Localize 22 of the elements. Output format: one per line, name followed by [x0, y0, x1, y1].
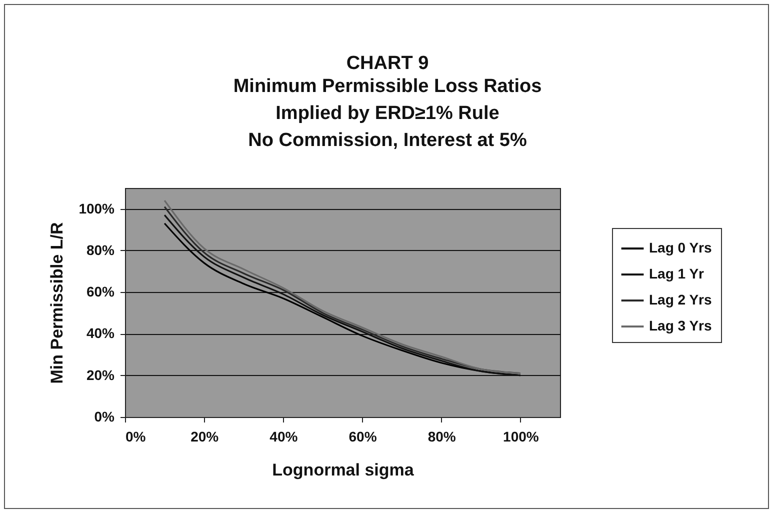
- y-tick-label: 40%: [86, 325, 116, 342]
- legend-label: Lag 3 Yrs: [649, 318, 712, 334]
- x-tick-label: 0%: [126, 428, 146, 444]
- text: Implied by ERD≥1% Rule: [276, 103, 500, 124]
- y-tick-label: 0%: [94, 408, 116, 424]
- x-tick-label: 80%: [428, 428, 456, 444]
- legend-label: Lag 0 Yrs: [649, 240, 712, 256]
- legend-label: Lag 1 Yr: [649, 266, 705, 282]
- x-tick-label: 100%: [503, 428, 540, 444]
- x-tick-label: 20%: [190, 428, 220, 444]
- chart-title: CHART 9: [346, 53, 429, 74]
- y-tick-label: 20%: [86, 366, 116, 383]
- x-axis-title: Lognormal sigma: [272, 460, 414, 480]
- x-tick-label: 40%: [270, 428, 298, 444]
- y-tick-label: 100%: [78, 200, 116, 216]
- y-tick-label: 80%: [86, 242, 116, 258]
- legend-label: Lag 2 Yrs: [649, 292, 712, 308]
- y-axis-title: Min Permissible L/R: [48, 222, 67, 384]
- text: No Commission, Interest at 5%: [248, 130, 527, 151]
- text: Minimum Permissible Loss Ratios: [233, 76, 542, 97]
- y-tick-label: 60%: [86, 284, 116, 300]
- x-tick-label: 60%: [348, 428, 378, 444]
